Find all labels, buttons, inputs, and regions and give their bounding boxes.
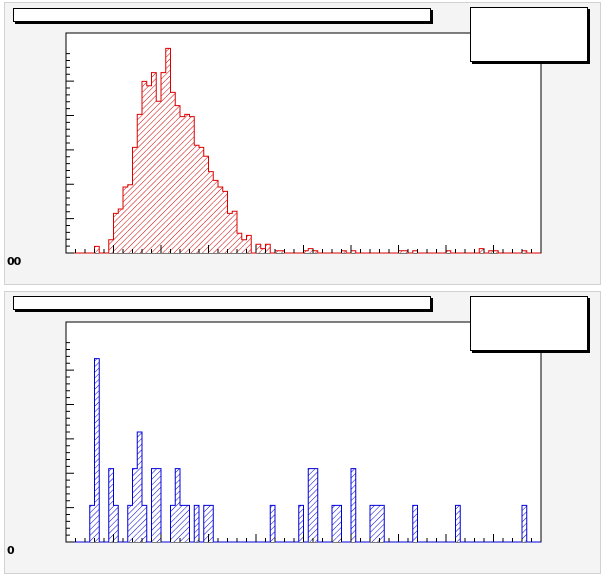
- bot-bar-60: [351, 468, 356, 542]
- top-bar-34: [227, 213, 233, 253]
- bot-bar-16: [142, 505, 147, 542]
- top-bar-50: [303, 250, 309, 253]
- top-bar-32: [218, 187, 223, 253]
- top-bar-41: [260, 248, 266, 253]
- top-bar-33: [222, 191, 228, 253]
- bot-bar-96: [522, 505, 527, 542]
- top-bar-24: [180, 116, 185, 253]
- top-bar-35: [232, 211, 237, 253]
- bot-bar-25: [184, 505, 190, 542]
- top-bar-19: [156, 101, 161, 253]
- top-bar-42: [265, 244, 271, 253]
- top-bar-51: [308, 248, 313, 253]
- top-bar-10: [113, 213, 119, 253]
- top-title-box: [13, 8, 431, 22]
- bot-bar-56: [332, 505, 337, 542]
- bot-outline: [66, 358, 541, 543]
- top-bar-90: [493, 250, 499, 253]
- bot-bar-10: [113, 505, 119, 542]
- bot-bar-27: [194, 505, 199, 542]
- top-bar-27: [194, 145, 199, 253]
- top-bar-89: [488, 250, 494, 253]
- top-bar-9: [108, 239, 114, 253]
- top-bar-18: [151, 72, 157, 253]
- top-stats-box: [470, 7, 588, 62]
- bot-bar-57: [336, 505, 342, 542]
- bot-bar-66: [379, 505, 385, 542]
- bot-bar-22: [170, 505, 176, 542]
- bot-bar-51: [308, 468, 313, 542]
- top-bar-17: [146, 85, 152, 253]
- bot-bar-64: [370, 505, 375, 542]
- bottom-title-box: [13, 296, 431, 310]
- top-bar-12: [123, 187, 128, 253]
- bot-bar-18: [151, 468, 157, 542]
- bot-bar-52: [313, 468, 318, 542]
- bot-bar-6: [94, 358, 100, 542]
- top-bar-15: [137, 114, 142, 254]
- bot-bar-73: [412, 505, 418, 542]
- top-pad: 00: [4, 2, 601, 285]
- top-histogram: [65, 32, 542, 254]
- bot-bar-65: [374, 505, 380, 542]
- bot-bar-24: [180, 505, 185, 542]
- bot-bar-9: [108, 468, 114, 542]
- top-bar-96: [522, 250, 527, 253]
- top-bar-16: [142, 81, 147, 254]
- bot-bar-15: [137, 432, 142, 542]
- bot-bar-13: [127, 505, 133, 542]
- top-bar-71: [403, 250, 408, 253]
- bottom-corner-label: 0: [7, 544, 15, 557]
- top-bar-30: [208, 171, 214, 253]
- top-bar-11: [118, 209, 123, 253]
- bot-bar-23: [175, 468, 180, 542]
- bot-bar-14: [132, 468, 138, 542]
- top-bar-14: [132, 147, 138, 253]
- top-bar-70: [398, 250, 404, 253]
- top-bar-20: [161, 72, 166, 253]
- top-bar-52: [313, 250, 318, 253]
- top-corner-label: 00: [7, 255, 21, 268]
- top-bar-60: [351, 250, 356, 253]
- bot-bar-43: [270, 505, 275, 542]
- top-bar-45: [279, 250, 285, 253]
- top-bar-29: [203, 156, 209, 253]
- top-bar-23: [175, 105, 180, 253]
- bot-bar-49: [298, 505, 304, 542]
- top-bar-6: [94, 246, 100, 253]
- top-bar-44: [275, 250, 280, 253]
- bottom-histogram: [65, 321, 542, 543]
- bot-bar-82: [455, 505, 461, 542]
- top-bar-58: [341, 250, 347, 253]
- top-bar-25: [184, 114, 190, 254]
- bottom-pad: 0: [4, 291, 601, 574]
- top-bar-73: [412, 250, 418, 253]
- bot-bar-30: [208, 505, 214, 542]
- top-bar-28: [199, 147, 204, 253]
- top-bar-36: [237, 233, 242, 253]
- top-outline: [66, 47, 541, 254]
- top-bar-22: [170, 92, 176, 254]
- top-bar-31: [213, 180, 218, 253]
- top-bar-87: [479, 248, 484, 253]
- top-bar-13: [127, 184, 133, 253]
- top-bar-21: [165, 48, 171, 254]
- top-bar-38: [246, 235, 252, 253]
- bot-bar-19: [156, 468, 161, 542]
- bot-bar-5: [89, 505, 95, 542]
- top-bar-40: [256, 244, 261, 253]
- top-bar-37: [241, 239, 247, 253]
- top-bar-26: [189, 116, 195, 253]
- top-bar-80: [446, 250, 451, 253]
- bot-bar-29: [203, 505, 209, 542]
- bottom-stats-box: [470, 296, 588, 351]
